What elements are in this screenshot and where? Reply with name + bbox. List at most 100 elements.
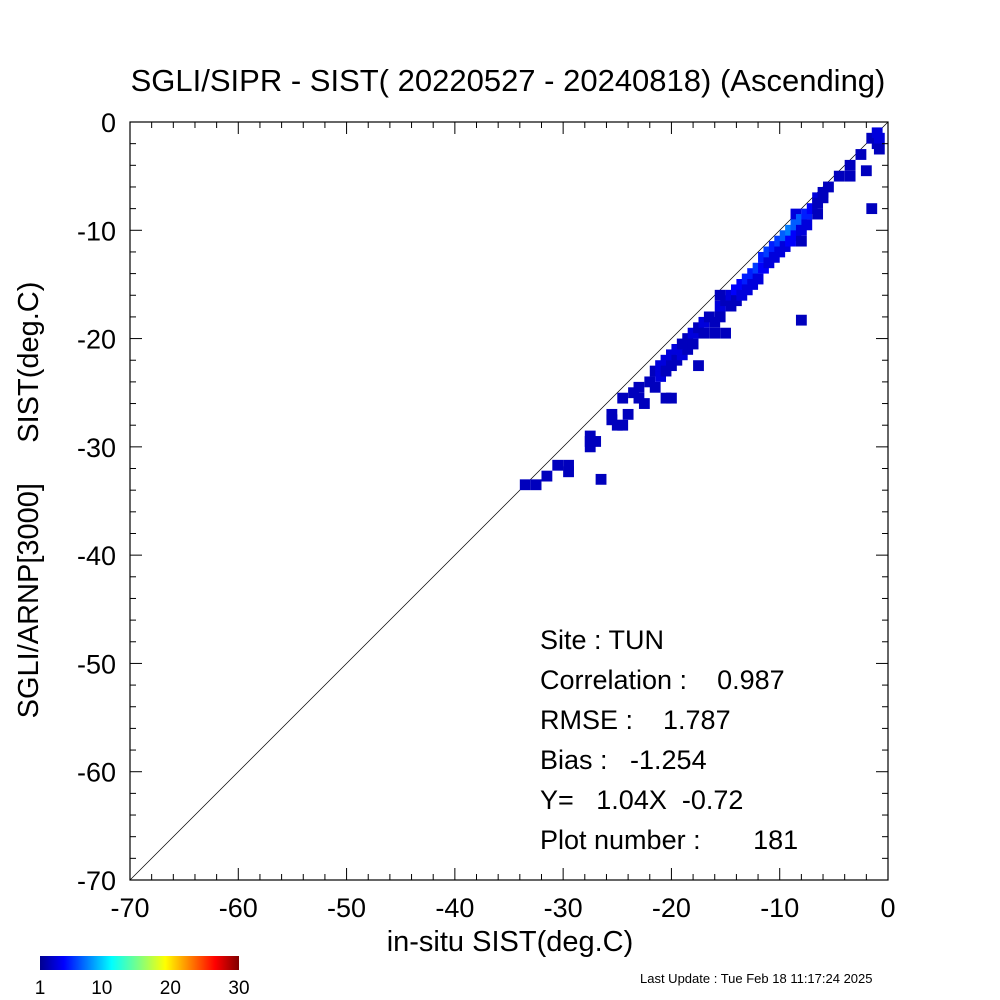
density-cell	[519, 479, 531, 491]
density-cell	[682, 333, 694, 344]
density-cell	[611, 419, 623, 431]
colorbar-tick-label: 1	[35, 978, 46, 999]
density-cell	[552, 459, 564, 471]
density-cell	[774, 235, 786, 247]
density-cells-layer	[519, 127, 885, 491]
colorbar-tick-labels: 1 10 20 30	[35, 978, 250, 999]
density-cell	[779, 230, 791, 242]
y-axis-label: SGLI/ARNP[3000] SIST(deg.C)	[13, 282, 45, 719]
density-cell	[709, 327, 721, 339]
density-cell	[622, 408, 634, 420]
colorbar-gradient	[40, 956, 239, 970]
density-cell	[790, 208, 802, 220]
x-tick-label: -30	[544, 893, 583, 923]
density-cell	[530, 479, 542, 491]
density-cell	[693, 360, 704, 372]
density-cell	[801, 208, 813, 220]
density-cell	[817, 192, 829, 204]
density-cell	[687, 338, 699, 350]
x-tick-label: 0	[880, 893, 895, 923]
density-cell	[873, 132, 885, 144]
colorbar-tick-label: 20	[160, 978, 181, 999]
density-cell	[676, 338, 688, 350]
stats-plot-number: Plot number : 181	[540, 825, 798, 855]
x-tick-label: -60	[219, 893, 258, 923]
density-cell	[638, 398, 650, 409]
density-cell	[741, 284, 753, 296]
density-cell	[812, 197, 824, 209]
density-cell	[873, 143, 885, 155]
x-tick-labels: -70 -60 -50 -40 -30 -20 -10 0	[110, 893, 895, 923]
x-tick-label: -50	[327, 893, 366, 923]
stats-fit-equation: Y= 1.04X -0.72	[540, 785, 743, 815]
stats-rmse: RMSE : 1.787	[540, 705, 731, 735]
density-cell	[806, 203, 818, 215]
stats-correlation: Correlation : 0.987	[540, 665, 785, 695]
density-cell	[563, 459, 574, 471]
density-cell	[676, 349, 688, 361]
density-cell	[866, 132, 878, 144]
density-cell	[590, 436, 602, 447]
density-cell	[774, 246, 786, 258]
density-cell	[541, 470, 553, 482]
y-tick-label: -70	[77, 866, 116, 896]
x-tick-label: -20	[652, 893, 691, 923]
density-cell	[747, 279, 759, 290]
density-cell	[860, 165, 872, 177]
density-cell	[741, 273, 753, 285]
density-cell	[720, 327, 731, 339]
density-cell	[698, 327, 710, 339]
density-cell	[666, 392, 677, 404]
x-tick-label: -10	[760, 893, 799, 923]
x-tick-label: -70	[110, 893, 149, 923]
y-tick-label: -10	[77, 216, 116, 246]
y-tick-label: -40	[77, 541, 116, 571]
chart-title: SGLI/SIPR - SIST( 20220527 - 20240818) (…	[131, 63, 886, 98]
density-cell	[649, 381, 661, 393]
density-cell	[714, 300, 726, 312]
y-tick-label: -60	[77, 758, 116, 788]
stats-bias: Bias : -1.254	[540, 745, 707, 775]
stats-site: Site : TUN	[540, 625, 664, 655]
last-update-text: Last Update : Tue Feb 18 11:17:24 2025	[640, 971, 873, 986]
density-cell	[617, 419, 629, 431]
one-to-one-line	[129, 121, 889, 881]
density-cell	[709, 316, 721, 328]
x-axis-label: in-situ SIST(deg.C)	[387, 926, 634, 958]
y-tick-label: -20	[77, 325, 116, 355]
y-tick-label: 0	[101, 108, 116, 138]
density-cell	[752, 273, 764, 285]
density-cell	[823, 181, 834, 193]
x-tick-label: -40	[435, 893, 474, 923]
density-cell	[633, 381, 645, 393]
density-cell	[644, 376, 656, 388]
density-cell	[714, 311, 726, 323]
y-tick-label: -30	[77, 433, 116, 463]
y-tick-labels: -70 -60 -50 -40 -30 -20 -10 0	[77, 108, 116, 896]
density-cell	[833, 170, 845, 182]
density-cell	[617, 392, 629, 404]
colorbar-tick-label: 30	[228, 978, 249, 999]
plot-frame	[129, 121, 889, 881]
reference-line-layer	[129, 121, 889, 881]
density-cell	[682, 343, 694, 355]
density-cell	[649, 365, 661, 377]
density-cell	[563, 466, 574, 478]
density-cell	[795, 314, 807, 326]
density-cell	[714, 289, 726, 301]
density-cell	[801, 219, 813, 231]
colorbar: 1 10 20 30	[35, 956, 250, 999]
density-cell	[812, 208, 824, 220]
density-cell	[866, 203, 878, 215]
y-tick-label: -50	[77, 649, 116, 679]
density-cell	[584, 441, 596, 453]
density-cell	[747, 268, 759, 280]
density-cell	[844, 159, 856, 171]
stats-box: Site : TUN Correlation : 0.987 RMSE : 1.…	[540, 625, 798, 855]
density-cell	[779, 241, 791, 252]
density-cell	[844, 170, 856, 182]
density-cell	[595, 473, 607, 485]
density-cell	[795, 235, 807, 247]
colorbar-tick-label: 10	[91, 978, 112, 999]
